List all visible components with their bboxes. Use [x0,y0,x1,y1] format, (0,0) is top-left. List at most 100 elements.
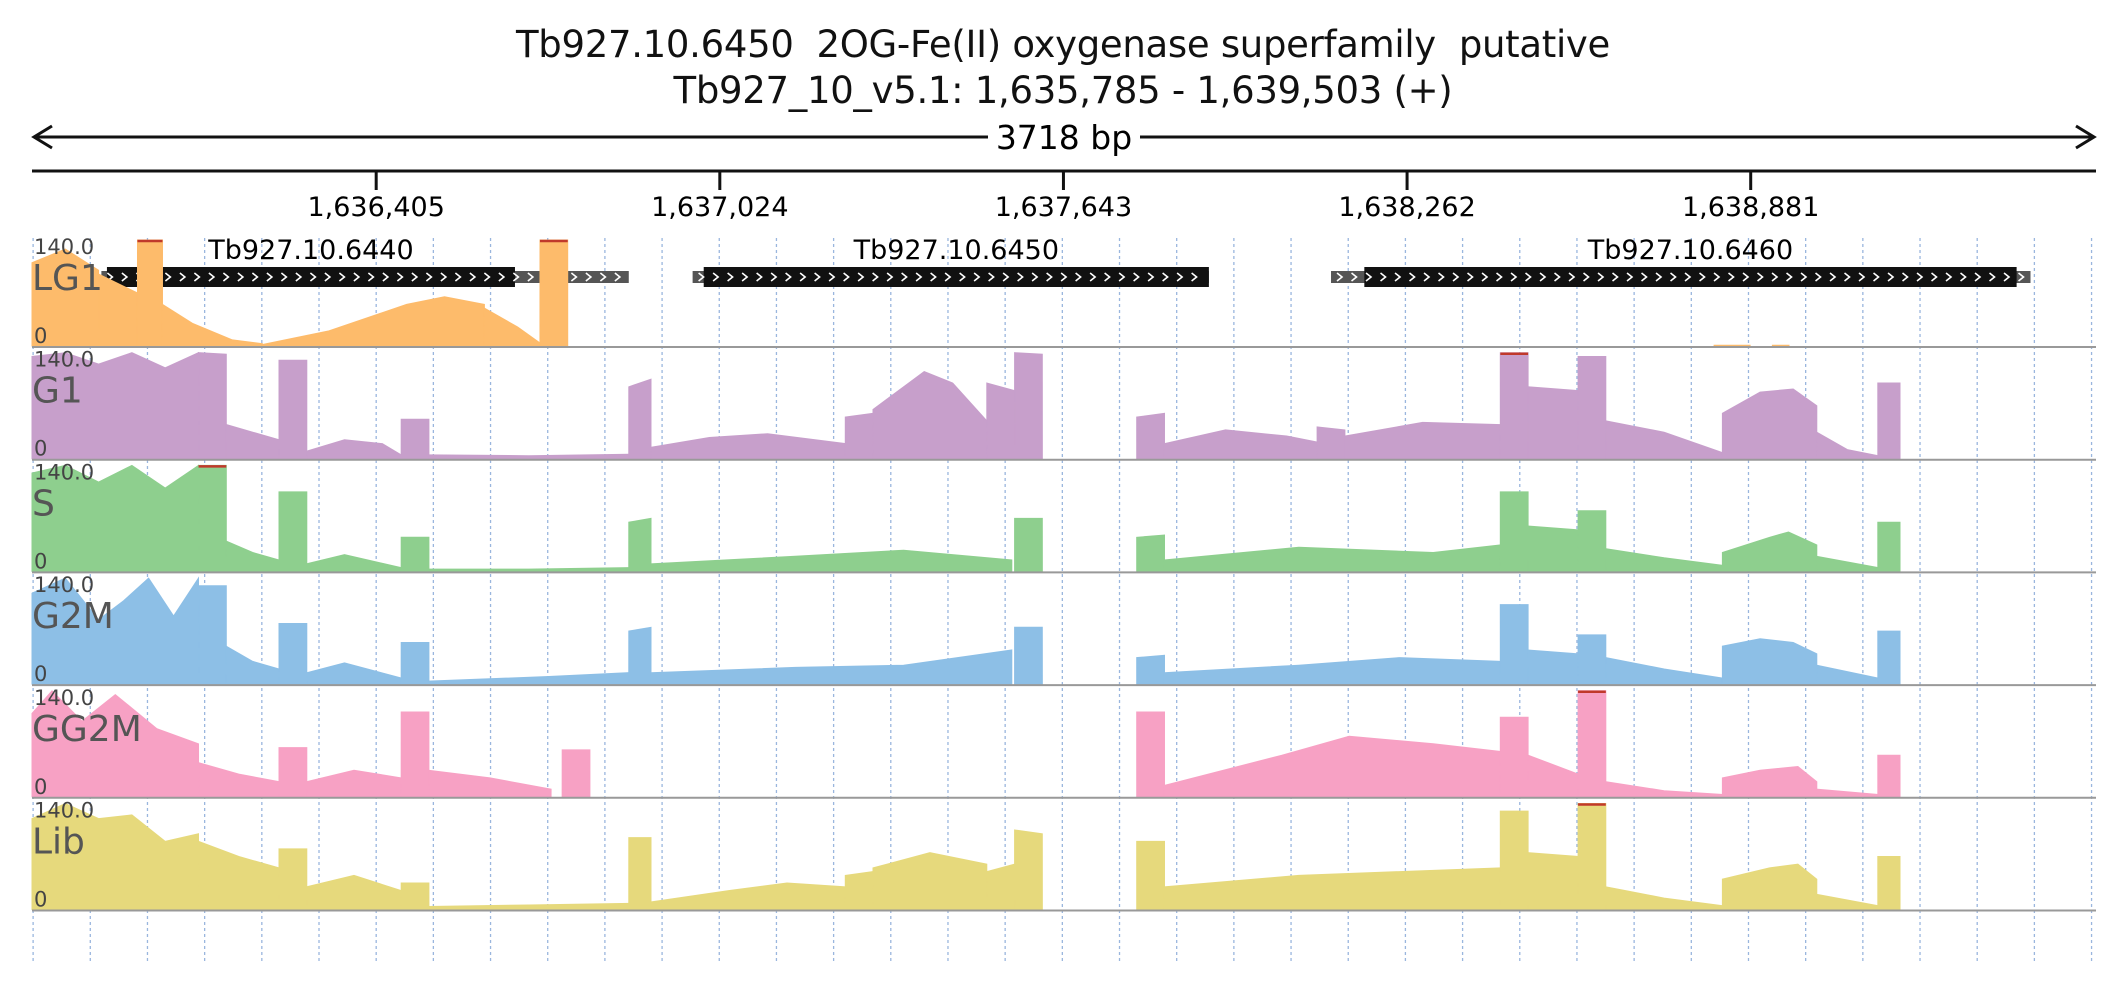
coverage-tracks: 140.00LG1140.00G1140.00S140.00G2M140.00G… [31,235,2096,912]
coverage-area [197,840,280,910]
coverage-area [1136,654,1166,685]
coverage-area [1721,388,1818,460]
coverage-area [1771,344,1790,347]
coordinate-ruler: 1,636,405 1,637,024 1,637,643 1,638,262 1,63… [32,169,2096,223]
coverage-area [136,239,164,347]
coverage-area [1816,664,1879,685]
coverage-area [1344,421,1501,460]
coverage-area [225,423,280,460]
coverage-area [428,567,630,572]
track-s: 140.0 0 S [31,460,2096,574]
coverage-area [1499,810,1529,910]
gene-track: Tb927.10.6440 Tb927.10.6450 Tb927.10.6460 [101,235,2031,287]
coverage-area [306,874,402,910]
coverage-area [400,642,430,685]
coverage-area [1014,352,1043,460]
coverage-area [1163,735,1501,798]
coverage-area [1721,531,1818,572]
ruler-tick-label: 1,636,405 [307,192,444,223]
coverage-area [1136,840,1166,910]
coverage-area [483,307,541,347]
coverage-area [428,453,630,460]
coverage-area [1721,863,1818,910]
gene-cds [106,267,515,287]
coverage-area [161,303,263,347]
coverage-area [1527,754,1579,798]
coverage-area [1877,521,1901,572]
coverage-area [400,536,430,572]
coverage-area [400,711,430,798]
gene-cds [703,267,1209,287]
coverage-area [278,359,308,460]
coverage-area [844,871,874,910]
coverage-area [278,747,308,798]
coverage-area [650,882,846,910]
coverage-area [872,852,988,910]
track-lib: 140.0 0 Lib [31,799,2096,912]
coverage-area [1877,382,1901,460]
coverage-area [628,378,652,460]
track-name-label: Lib [32,822,85,863]
coverage-area [306,554,402,572]
coverage-area [1721,638,1818,685]
track-min-label: 0 [34,775,47,799]
coverage-area [1527,852,1579,910]
title-block: Tb927.10.6450 2OG-Fe(II) oxygenase super… [0,22,2126,114]
coverage-area [400,882,430,910]
track-g1: 140.0 0 G1 [31,348,2096,461]
track-name-label: G1 [32,371,83,412]
coverage-area [628,837,652,910]
coverage-area [1721,765,1818,798]
coverage-area [278,623,308,685]
locus-subtitle: Tb927_10_v5.1: 1,635,785 - 1,639,503 (+) [673,69,1453,112]
coverage-area [844,412,874,460]
strand-arrows [1336,272,2025,282]
coverage-area [1577,690,1607,798]
coverage-area [986,382,1016,460]
coverage-area [428,672,630,685]
track-min-label: 0 [34,888,47,912]
coverage-area [628,517,652,572]
track-min-label: 0 [34,549,47,573]
coverage-area [278,491,308,572]
coverage-area [539,239,569,347]
coverage-area [1605,548,1723,572]
coverage-area [197,464,227,572]
coverage-area [197,352,227,460]
track-g2m: 140.0 0 G2M [31,573,2096,687]
coverage-area [225,645,280,685]
gene-label: Tb927.10.6450 [853,235,1059,266]
coverage-area [197,585,227,685]
coverage-area [1605,781,1723,798]
coverage-area [1499,604,1529,685]
coverage-area [1816,893,1879,910]
coverage-area [1136,534,1166,572]
track-gg2m: 140.0 0 GG2M [31,686,2096,799]
ruler-tick-label: 1,637,024 [651,192,788,223]
coverage-area [1136,711,1166,798]
coverage-area [1877,754,1901,798]
coverage-area [650,549,1013,572]
coverage-area [561,749,591,798]
track-name-label: S [32,483,55,524]
coverage-area [1605,656,1723,685]
coverage-area [986,863,1016,910]
coverage-area [1527,649,1579,685]
track-min-label: 0 [34,324,47,348]
span-length-label: 3718 bp [996,118,1132,157]
coverage-area [306,439,402,460]
page-title: Tb927.10.6450 2OG-Fe(II) oxygenase super… [515,23,1610,66]
coverage-area [400,418,430,460]
coverage-area [1816,788,1879,798]
track-lg1: 140.0 0 LG1 [31,235,2096,348]
coverage-area [1816,431,1879,460]
span-arrow: 3718 bp [31,118,2097,157]
coverage-area [1163,429,1318,460]
track-max-label: 140.0 [34,573,94,597]
coverage-area [1713,344,1751,347]
coverage-area [1136,412,1166,460]
strand-arrows [698,272,1198,282]
track-name-label: G2M [32,596,114,637]
track-max-label: 140.0 [34,686,94,710]
